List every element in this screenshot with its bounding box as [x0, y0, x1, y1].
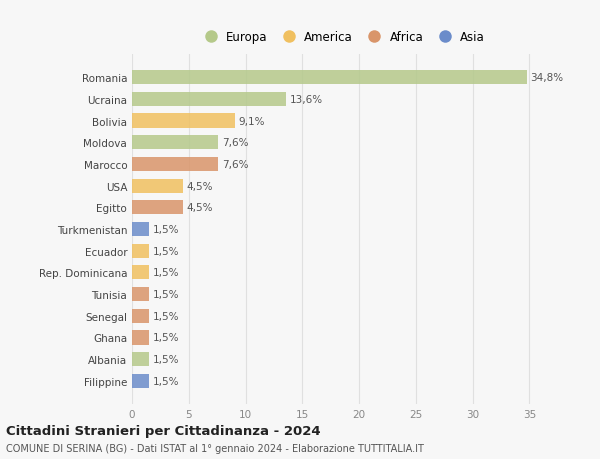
Bar: [132, 223, 149, 236]
Bar: [132, 114, 235, 129]
Bar: [132, 71, 527, 85]
Text: 13,6%: 13,6%: [290, 95, 323, 105]
Text: 4,5%: 4,5%: [187, 203, 213, 213]
Text: 1,5%: 1,5%: [152, 290, 179, 299]
Bar: [132, 157, 218, 172]
Text: 9,1%: 9,1%: [239, 116, 265, 126]
Text: COMUNE DI SERINA (BG) - Dati ISTAT al 1° gennaio 2024 - Elaborazione TUTTITALIA.: COMUNE DI SERINA (BG) - Dati ISTAT al 1°…: [6, 443, 424, 453]
Text: 7,6%: 7,6%: [221, 138, 248, 148]
Bar: [132, 353, 149, 366]
Text: 4,5%: 4,5%: [187, 181, 213, 191]
Text: 1,5%: 1,5%: [152, 268, 179, 278]
Bar: [132, 93, 286, 106]
Text: 1,5%: 1,5%: [152, 333, 179, 343]
Text: 1,5%: 1,5%: [152, 224, 179, 235]
Text: 34,8%: 34,8%: [530, 73, 563, 83]
Text: 1,5%: 1,5%: [152, 246, 179, 256]
Bar: [132, 266, 149, 280]
Text: Cittadini Stranieri per Cittadinanza - 2024: Cittadini Stranieri per Cittadinanza - 2…: [6, 424, 320, 437]
Bar: [132, 374, 149, 388]
Bar: [132, 309, 149, 323]
Text: 7,6%: 7,6%: [221, 160, 248, 169]
Text: 1,5%: 1,5%: [152, 376, 179, 386]
Bar: [132, 244, 149, 258]
Bar: [132, 330, 149, 345]
Bar: [132, 287, 149, 302]
Bar: [132, 179, 183, 193]
Text: 1,5%: 1,5%: [152, 311, 179, 321]
Bar: [132, 201, 183, 215]
Bar: [132, 136, 218, 150]
Legend: Europa, America, Africa, Asia: Europa, America, Africa, Asia: [194, 26, 490, 49]
Text: 1,5%: 1,5%: [152, 354, 179, 364]
